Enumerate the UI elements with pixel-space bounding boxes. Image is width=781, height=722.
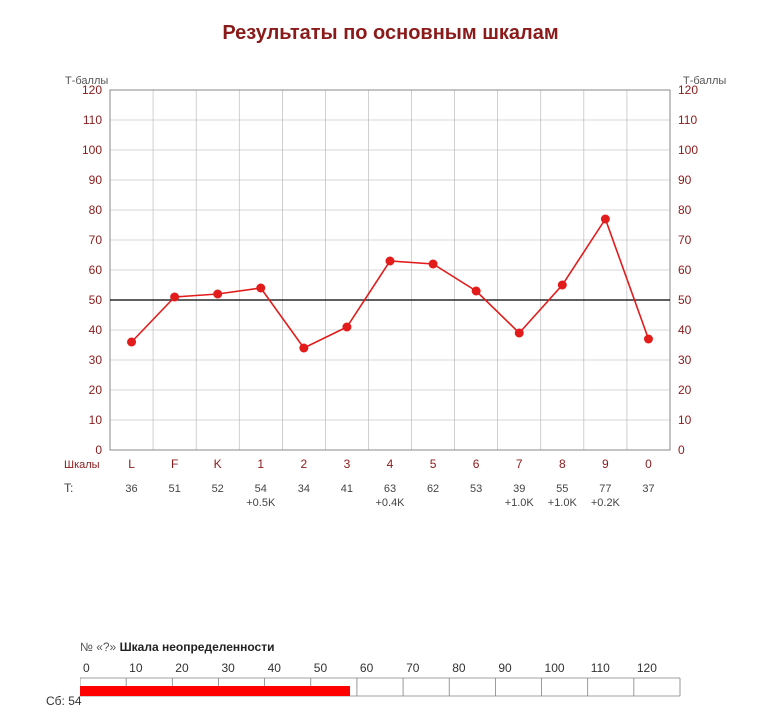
t-value: 62 (427, 483, 439, 495)
x-category: 0 (645, 457, 652, 471)
t-sub: +0.2K (591, 497, 621, 509)
x-category: F (171, 457, 178, 471)
uncert-tick: 50 (314, 661, 328, 675)
x-category: 7 (516, 457, 523, 471)
series-point (429, 260, 438, 269)
t-sub: +1.0K (505, 497, 535, 509)
y-tick-right: 90 (678, 173, 692, 187)
y-tick-right: 50 (678, 293, 692, 307)
y-tick-left: 60 (89, 263, 103, 277)
chart-svg: 0010102020303040405050606070708080909010… (60, 60, 720, 600)
uncert-tick: 0 (83, 661, 90, 675)
x-category: 3 (344, 457, 351, 471)
y-tick-left: 40 (89, 323, 103, 337)
uncert-tick: 20 (175, 661, 189, 675)
y-tick-right: 10 (678, 413, 692, 427)
uncert-tick: 100 (545, 661, 565, 675)
y-tick-left: 10 (89, 413, 103, 427)
y-tick-left: 50 (89, 293, 103, 307)
uncert-tick: 110 (591, 661, 610, 675)
x-category: L (128, 457, 135, 471)
t-sub: +1.0K (548, 497, 578, 509)
y-tick-right: 120 (678, 83, 698, 97)
uncert-tick: 70 (406, 661, 420, 675)
t-value: 41 (341, 483, 353, 495)
series-point (127, 338, 136, 347)
y-tick-left: 120 (82, 83, 102, 97)
y-tick-left: 30 (89, 353, 103, 367)
y-tick-right: 100 (678, 143, 698, 157)
uncertainty-value-label: Сб: 54 (46, 694, 82, 708)
y-tick-right: 110 (678, 113, 697, 127)
page-title: Результаты по основным шкалам (0, 0, 781, 45)
series-point (386, 257, 395, 266)
x-category: 4 (387, 457, 394, 471)
t-value: 77 (599, 483, 611, 495)
y-tick-right: 80 (678, 203, 692, 217)
y-tick-right: 40 (678, 323, 692, 337)
main-chart: 0010102020303040405050606070708080909010… (60, 60, 720, 540)
x-category: 8 (559, 457, 566, 471)
t-sub: +0.5K (246, 497, 276, 509)
y-tick-left: 0 (95, 443, 102, 457)
y-tick-left: 80 (89, 203, 103, 217)
t-value: 54 (255, 483, 267, 495)
y-tick-right: 20 (678, 383, 692, 397)
uncertainty-section: № «?» Шкала неопределенности 0 10 20 30 40 50… (80, 640, 700, 704)
x-category: 2 (301, 457, 308, 471)
uncert-tick: 90 (498, 661, 512, 675)
series-point (342, 323, 351, 332)
series-point (644, 335, 653, 344)
series-point (558, 281, 567, 290)
t-value: 53 (470, 483, 482, 495)
uncertainty-caption: № «?» Шкала неопределенности (80, 640, 700, 654)
t-value: 39 (513, 483, 525, 495)
uncertainty-prefix: № «?» (80, 640, 116, 654)
uncert-tick: 30 (221, 661, 235, 675)
t-value: 34 (298, 483, 310, 495)
series-point (472, 287, 481, 296)
y-tick-left: 110 (83, 113, 102, 127)
t-value: 52 (212, 483, 224, 495)
x-category: 1 (257, 457, 264, 471)
series-point (213, 290, 222, 299)
x-category: 5 (430, 457, 437, 471)
t-value: 63 (384, 483, 396, 495)
uncert-tick: 10 (129, 661, 143, 675)
y-tick-right: 60 (678, 263, 692, 277)
y-tick-right: 0 (678, 443, 685, 457)
y-tick-right: 70 (678, 233, 692, 247)
t-sub: +0.4K (375, 497, 405, 509)
t-value: 55 (556, 483, 568, 495)
uncert-tick: 120 (637, 661, 657, 675)
y-tick-left: 20 (89, 383, 103, 397)
x-category: 9 (602, 457, 609, 471)
t-value: 51 (168, 483, 180, 495)
series-line (132, 219, 649, 348)
t-value: 36 (125, 483, 137, 495)
series-point (299, 344, 308, 353)
x-axis-title: Шкалы (64, 459, 100, 471)
x-category: K (214, 457, 222, 471)
uncert-tick: 80 (452, 661, 466, 675)
t-value: 37 (642, 483, 654, 495)
uncert-tick: 60 (360, 661, 374, 675)
x-category: 6 (473, 457, 480, 471)
uncertainty-svg: 0 10 20 30 40 50 60 70 80 90 100 110 120 (80, 658, 700, 704)
y-tick-right: 30 (678, 353, 692, 367)
t-row-title: T: (64, 481, 73, 495)
y-tick-left: 90 (89, 173, 103, 187)
series-point (515, 329, 524, 338)
y-tick-left: 70 (89, 233, 103, 247)
uncert-tick: 40 (268, 661, 282, 675)
uncertainty-name: Шкала неопределенности (120, 640, 275, 654)
series-point (601, 215, 610, 224)
y-tick-left: 100 (82, 143, 102, 157)
uncert-bar (80, 686, 350, 696)
series-point (256, 284, 265, 293)
series-point (170, 293, 179, 302)
